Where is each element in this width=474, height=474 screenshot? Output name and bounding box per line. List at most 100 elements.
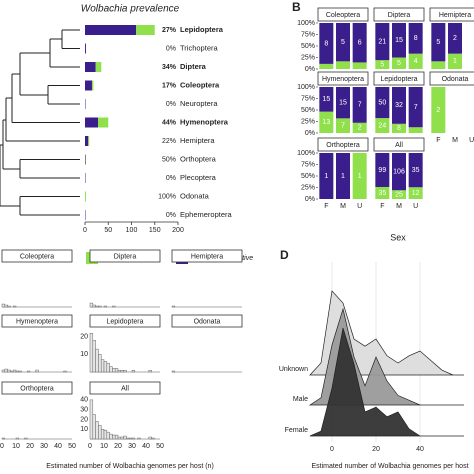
prevalence-label: 50% xyxy=(162,156,176,163)
histogram-bar xyxy=(89,399,94,440)
x-tick-label: 50 xyxy=(156,443,164,450)
facet-strip xyxy=(317,7,369,22)
prevalence-label: 27% xyxy=(162,27,177,34)
y-tick-label: 10 xyxy=(80,426,88,433)
x-tick-label: 150 xyxy=(149,227,161,234)
facet-strip xyxy=(429,71,474,86)
histogram-bar xyxy=(128,437,133,440)
histogram-bar xyxy=(12,305,17,308)
histogram-bar xyxy=(95,348,99,373)
bar-segment xyxy=(336,118,350,133)
y-tick-label: 75% xyxy=(301,95,315,102)
count-label: 6 xyxy=(358,40,362,47)
facet-strip xyxy=(89,381,161,395)
histogram-bar xyxy=(15,437,20,440)
category-label: Neuroptera xyxy=(180,99,218,108)
histogram-bar xyxy=(1,369,6,373)
histogram-bar xyxy=(103,305,108,308)
histogram-bar xyxy=(98,425,102,440)
histogram-bar xyxy=(112,305,116,308)
x-tick-label: 30 xyxy=(40,443,48,450)
chart-title: Wolbachia prevalence xyxy=(81,4,180,15)
phylogeny xyxy=(0,29,80,216)
histogram-bar xyxy=(148,436,152,440)
y-tick-label: 50% xyxy=(301,43,315,50)
histogram-bar xyxy=(35,369,39,373)
histogram-bar xyxy=(95,305,99,308)
histogram-bar xyxy=(89,302,94,308)
facet-strip xyxy=(317,137,369,152)
bar-segment xyxy=(85,117,99,128)
x-tick-label: 20 xyxy=(114,443,122,450)
bar-segment xyxy=(95,62,102,72)
category-label: Orthoptera xyxy=(180,154,217,163)
histogram-bar xyxy=(18,370,22,373)
histogram-bar xyxy=(24,437,28,440)
x-tick-label: 200 xyxy=(172,227,184,234)
histogram-bar xyxy=(106,431,110,440)
histogram-bar xyxy=(109,433,113,440)
x-tick-label: U xyxy=(469,137,474,144)
bar-segment xyxy=(85,80,92,91)
bar-segment xyxy=(431,87,446,133)
x-tick-label: M xyxy=(396,203,402,210)
bar-segment xyxy=(375,87,390,119)
x-tick-label: 50 xyxy=(68,443,76,450)
category-label: Odonata xyxy=(180,191,210,200)
histogram-bar xyxy=(26,370,31,373)
count-label: 21 xyxy=(378,38,386,45)
histogram-bar xyxy=(92,414,96,440)
panel-label: B xyxy=(292,0,301,14)
bar-segment xyxy=(85,191,86,202)
count-label: 15 xyxy=(395,37,403,44)
count-label: 7 xyxy=(341,123,345,130)
bar-segment xyxy=(375,153,390,187)
prevalence-label: 0% xyxy=(166,101,176,108)
count-label: 5 xyxy=(436,39,440,46)
ridge-label: Female xyxy=(285,427,308,434)
count-label: 25 xyxy=(395,191,403,198)
histogram-bar xyxy=(4,304,8,308)
x-tick-label: 0 xyxy=(88,443,92,450)
density-ridge xyxy=(309,327,464,437)
count-label: 106 xyxy=(393,168,405,175)
x-tick-label: 100 xyxy=(126,227,138,234)
histogram-bar xyxy=(112,368,116,373)
histogram-bar xyxy=(106,362,110,373)
x-tick-label: 0 xyxy=(330,446,334,453)
bar-segment xyxy=(408,187,423,199)
x-tick-label: 30 xyxy=(128,443,136,450)
prevalence-label: 0% xyxy=(166,45,176,52)
facet-strip xyxy=(429,7,474,22)
bar-segment xyxy=(88,136,90,146)
count-label: 5 xyxy=(397,60,401,67)
count-label: 4 xyxy=(414,58,418,65)
histogram-bar xyxy=(114,368,119,373)
count-label: 7 xyxy=(414,104,418,111)
histogram-bar xyxy=(117,436,122,440)
facet-strip xyxy=(1,381,73,395)
bar-segment xyxy=(352,87,367,123)
category-label: Ephemeroptera xyxy=(180,210,233,219)
histogram-bar xyxy=(12,369,17,373)
bar-segment xyxy=(319,87,334,112)
bar-segment xyxy=(136,25,155,35)
histogram-bar xyxy=(1,437,6,440)
count-label: 2 xyxy=(358,125,362,132)
facet-title: Lepidoptera xyxy=(381,76,418,83)
prevalence-label: 100% xyxy=(158,193,176,200)
count-label: 32 xyxy=(395,102,403,109)
facet-strip xyxy=(171,249,243,263)
histogram-bar xyxy=(120,369,124,373)
bar-segment xyxy=(392,87,406,124)
bar-segment xyxy=(448,23,462,54)
bar-segment xyxy=(431,23,446,62)
y-tick-label: 50% xyxy=(301,173,315,180)
bar-segment xyxy=(85,43,86,54)
y-tick-label: 25% xyxy=(301,184,315,191)
category-label: Hymenoptera xyxy=(180,117,229,126)
bar-segment xyxy=(85,62,96,72)
y-tick-label: 10 xyxy=(80,351,88,358)
bar-segment xyxy=(336,23,350,62)
